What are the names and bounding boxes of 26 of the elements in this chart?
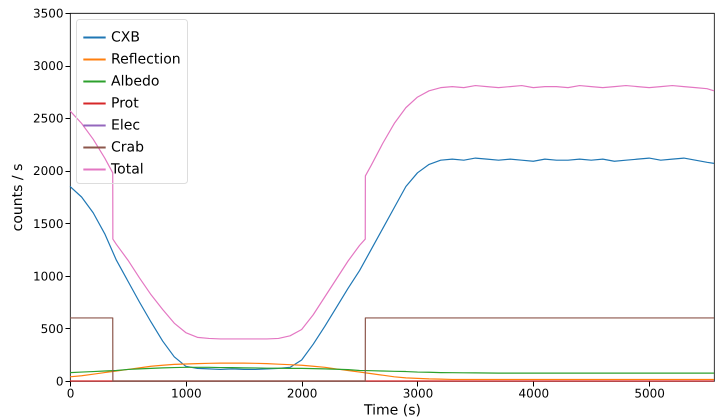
line-series [69, 157, 715, 370]
line-series [69, 362, 715, 380]
y-tick-label: 1000 [32, 269, 64, 284]
y-tick-label: 2000 [32, 164, 64, 178]
y-tick-label: 500 [40, 322, 64, 336]
x-axis-title: Time (s) [363, 402, 421, 418]
legend-label: Crab [111, 140, 144, 156]
y-tick-label: 0 [56, 374, 64, 388]
y-tick-label: 2500 [32, 112, 64, 126]
y-tick-label: 3500 [32, 6, 64, 20]
y-tick-label: 1500 [32, 216, 64, 231]
legend-label: Elec [111, 118, 140, 134]
x-tick-label: 2000 [286, 386, 318, 400]
y-tick-label: 3000 [32, 59, 64, 74]
line-series [69, 84, 715, 340]
legend-label: Reflection [111, 52, 181, 68]
x-tick-label: 0 [66, 386, 74, 400]
legend-label: Albedo [111, 74, 160, 90]
x-tick-label: 1000 [171, 386, 202, 400]
x-tick-label: 5000 [634, 386, 665, 400]
y-axis-title: counts / s [10, 164, 26, 232]
x-tick-label: 4000 [518, 386, 550, 400]
x-tick-label: 3000 [402, 386, 434, 400]
legend-label: Prot [111, 96, 140, 112]
legend-label: CXB [111, 30, 140, 46]
legend-label: Total [110, 162, 144, 178]
